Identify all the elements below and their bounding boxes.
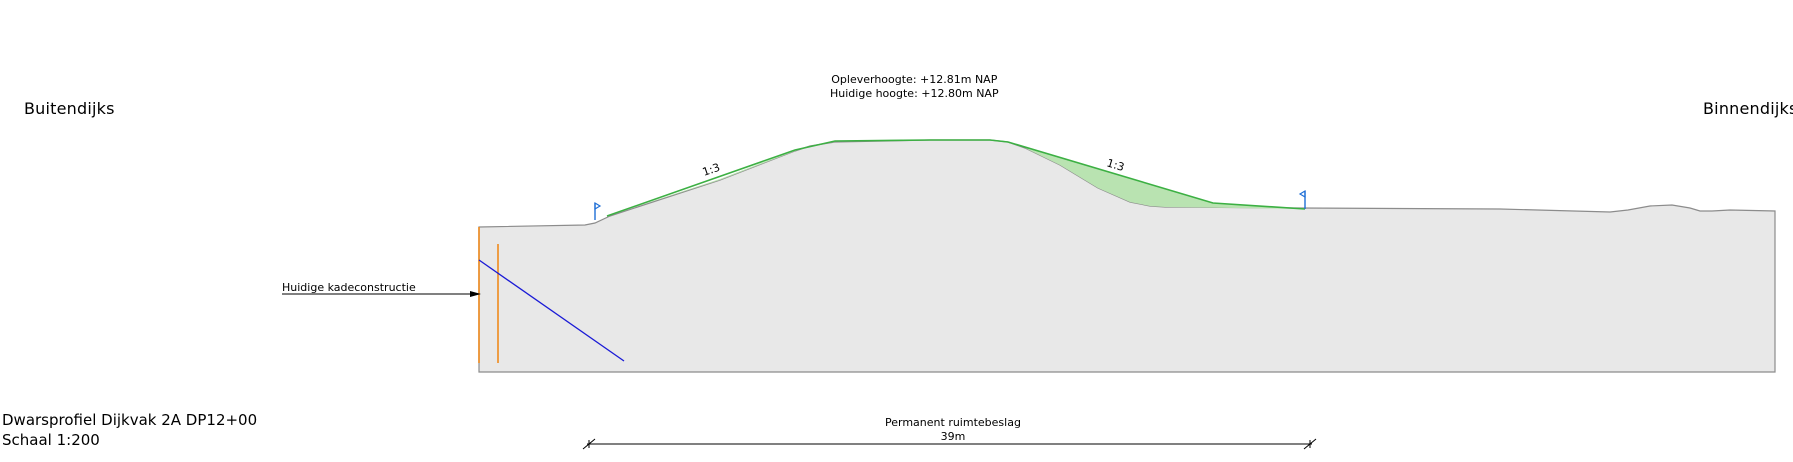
reinforcement-fill bbox=[1025, 148, 1305, 209]
right-slope-label: 1:3 bbox=[1105, 156, 1126, 174]
drawing-scale: Schaal 1:200 bbox=[2, 431, 100, 449]
footprint-dimension-line bbox=[582, 438, 1317, 450]
crest-heights: Opleverhoogte: +12.81m NAP Huidige hoogt… bbox=[830, 73, 999, 101]
left-slope-label: 1:3 bbox=[701, 161, 722, 179]
quay-callout bbox=[282, 291, 481, 297]
right-marker-flag bbox=[1298, 189, 1306, 209]
title-block: Dwarsprofiel Dijkvak 2A DP12+00 Schaal 1… bbox=[2, 410, 257, 450]
current-height-label: Huidige hoogte: +12.80m NAP bbox=[830, 87, 999, 100]
left-marker-flag bbox=[594, 201, 602, 220]
anchor-rod bbox=[478, 259, 625, 362]
inner-side-label: Binnendijks bbox=[1703, 99, 1793, 118]
design-height-label: Opleverhoogte: +12.81m NAP bbox=[831, 73, 998, 86]
footprint-label: Permanent ruimtebeslag bbox=[885, 416, 1021, 429]
design-profile-line bbox=[606, 139, 1306, 217]
outer-side-label: Buitendijks bbox=[24, 99, 115, 118]
footprint-value: 39m bbox=[940, 430, 966, 443]
existing-ground bbox=[478, 139, 1776, 373]
footprint-dimension: Permanent ruimtebeslag 39m bbox=[885, 416, 1021, 444]
existing-quay-label: Huidige kadeconstructie bbox=[282, 281, 416, 294]
drawing-title: Dwarsprofiel Dijkvak 2A DP12+00 bbox=[2, 411, 258, 429]
